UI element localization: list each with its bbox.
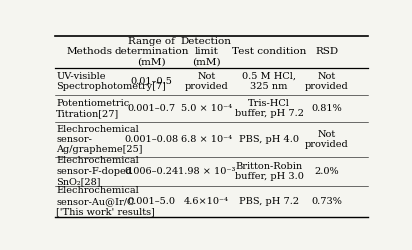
Text: Detection
limit
(mM): Detection limit (mM) bbox=[181, 37, 232, 66]
Text: 2.0%: 2.0% bbox=[315, 167, 339, 176]
Text: PBS, pH 7.2: PBS, pH 7.2 bbox=[239, 197, 299, 206]
Text: Range of
determination
(mM): Range of determination (mM) bbox=[115, 37, 189, 66]
Text: Not
provided: Not provided bbox=[305, 72, 349, 91]
Text: 0.006–0.24: 0.006–0.24 bbox=[124, 167, 179, 176]
Text: 1.98 × 10⁻³: 1.98 × 10⁻³ bbox=[178, 167, 235, 176]
Text: 0.81%: 0.81% bbox=[311, 104, 342, 113]
Text: 0.01–0.5: 0.01–0.5 bbox=[131, 77, 173, 86]
Text: 0.001–0.08: 0.001–0.08 bbox=[125, 135, 179, 144]
Text: 0.001–0.7: 0.001–0.7 bbox=[128, 104, 176, 113]
Text: Potentiometric
Titration[27]: Potentiometric Titration[27] bbox=[56, 99, 129, 118]
Text: 4.6×10⁻⁴: 4.6×10⁻⁴ bbox=[184, 197, 229, 206]
Text: Britton-Robin
buffer, pH 3.0: Britton-Robin buffer, pH 3.0 bbox=[234, 162, 304, 181]
Text: 0.5 M HCl,
325 nm: 0.5 M HCl, 325 nm bbox=[242, 72, 296, 91]
Text: Not
provided: Not provided bbox=[305, 130, 349, 149]
Text: 0.001–5.0: 0.001–5.0 bbox=[128, 197, 176, 206]
Text: 6.8 × 10⁻⁴: 6.8 × 10⁻⁴ bbox=[181, 135, 232, 144]
Text: RSD: RSD bbox=[315, 47, 339, 56]
Text: Methods: Methods bbox=[66, 47, 112, 56]
Text: Not
provided: Not provided bbox=[185, 72, 228, 91]
Text: PBS, pH 4.0: PBS, pH 4.0 bbox=[239, 135, 299, 144]
Text: Elechrochemical
sensor-Au@Ir/C
['This work' results]: Elechrochemical sensor-Au@Ir/C ['This wo… bbox=[56, 186, 155, 216]
Text: Test condition: Test condition bbox=[232, 47, 306, 56]
Text: 0.73%: 0.73% bbox=[311, 197, 342, 206]
Text: Elechrochemical
sensor-
Ag/grapheme[25]: Elechrochemical sensor- Ag/grapheme[25] bbox=[56, 124, 143, 154]
Text: Elechrochemical
sensor-F-doped
SnO₂[28]: Elechrochemical sensor-F-doped SnO₂[28] bbox=[56, 156, 139, 186]
Text: Tris-HCl
buffer, pH 7.2: Tris-HCl buffer, pH 7.2 bbox=[234, 99, 304, 118]
Text: 5.0 × 10⁻⁴: 5.0 × 10⁻⁴ bbox=[181, 104, 232, 113]
Text: UV-visible
Spectrophotometry[7]: UV-visible Spectrophotometry[7] bbox=[56, 72, 166, 91]
